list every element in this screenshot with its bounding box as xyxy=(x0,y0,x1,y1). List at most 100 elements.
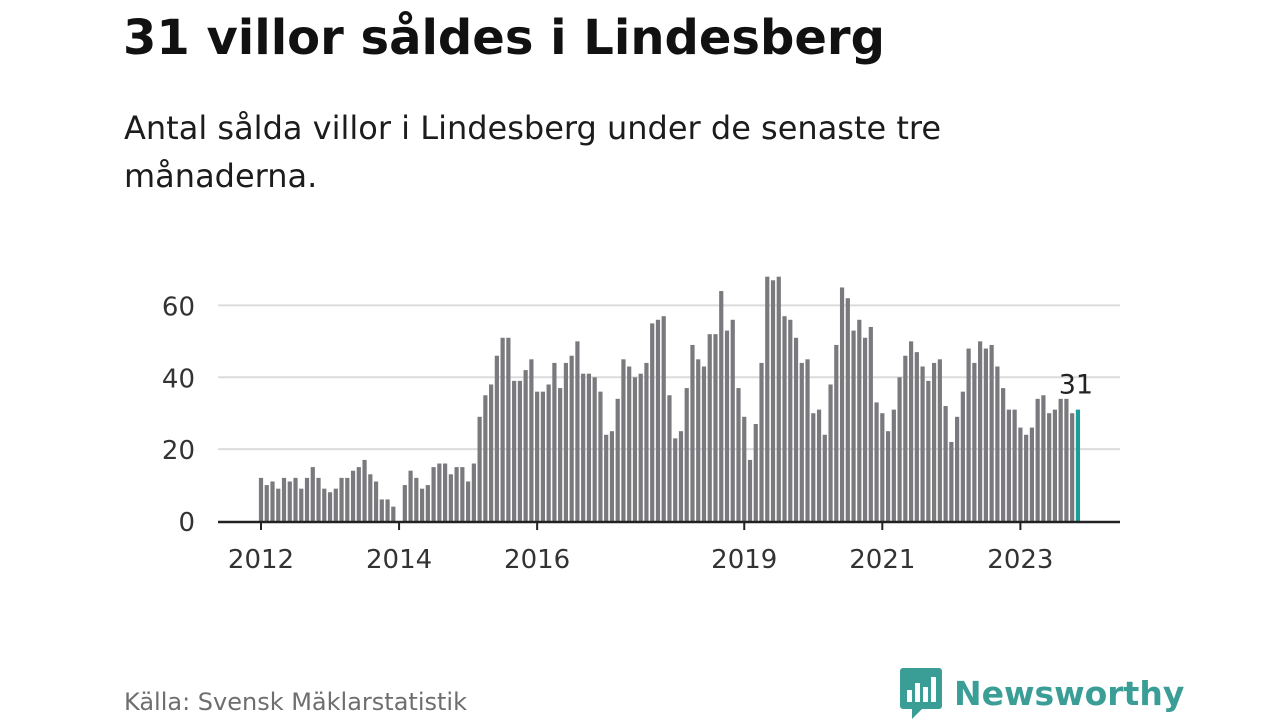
bar xyxy=(299,488,304,521)
bar xyxy=(730,319,735,521)
bar xyxy=(540,391,545,521)
newsworthy-logo[interactable]: Newsworthy xyxy=(900,668,1184,720)
bar xyxy=(908,341,914,521)
bar xyxy=(713,334,718,521)
bar xyxy=(701,366,707,521)
bar xyxy=(448,474,453,521)
bar xyxy=(466,481,471,521)
bar xyxy=(535,391,540,521)
bar xyxy=(891,409,896,521)
bar-latest xyxy=(1075,409,1081,521)
bar xyxy=(281,477,287,521)
bar xyxy=(793,337,799,521)
bar xyxy=(920,366,925,521)
bar xyxy=(868,326,873,521)
bar xyxy=(419,488,425,521)
bar xyxy=(621,359,626,521)
bar xyxy=(270,481,275,521)
bar xyxy=(454,467,459,521)
bar xyxy=(581,373,586,521)
bar xyxy=(782,316,787,521)
y-tick-label: 20 xyxy=(162,436,195,466)
bar xyxy=(258,477,264,521)
bar xyxy=(287,481,292,521)
bar xyxy=(489,384,494,521)
bar xyxy=(816,409,822,521)
bar xyxy=(483,395,488,521)
bar xyxy=(1070,413,1075,521)
bar xyxy=(972,362,977,521)
source-note: Källa: Svensk Mäklarstatistik xyxy=(124,688,467,716)
y-tick-label: 60 xyxy=(162,292,195,322)
bar xyxy=(391,506,396,521)
bar xyxy=(805,359,810,521)
labels: 0 20 40 60 2012 2014 2016 2019 2021 2023 31 xyxy=(162,292,1093,575)
bar xyxy=(1006,409,1011,521)
bar xyxy=(632,377,638,521)
bar xyxy=(776,276,781,521)
bar xyxy=(799,362,804,521)
bar xyxy=(350,470,356,521)
bar xyxy=(903,355,908,521)
bar xyxy=(1029,427,1034,521)
bar xyxy=(627,366,632,521)
bar xyxy=(345,477,350,521)
bar xyxy=(955,416,960,521)
bar xyxy=(914,352,919,521)
bar xyxy=(638,373,643,521)
bar xyxy=(609,431,615,522)
bar xyxy=(558,388,563,521)
bar xyxy=(937,359,942,521)
bar xyxy=(1018,427,1023,521)
bar xyxy=(857,319,862,521)
bar xyxy=(1052,409,1058,521)
bar xyxy=(569,355,574,521)
bar xyxy=(408,470,413,521)
latest-value-annotation: 31 xyxy=(1059,370,1093,401)
bar xyxy=(966,348,971,521)
bar xyxy=(989,344,994,521)
bar xyxy=(310,467,315,521)
bar xyxy=(575,341,580,521)
bar xyxy=(885,431,891,522)
bar xyxy=(604,434,609,521)
x-tick-label: 2012 xyxy=(228,545,294,575)
bar xyxy=(811,413,816,521)
bar xyxy=(1041,395,1046,521)
bar xyxy=(932,362,937,521)
x-tick-label: 2019 xyxy=(711,545,777,575)
bar xyxy=(862,337,868,521)
bar xyxy=(736,388,741,521)
bar xyxy=(661,316,666,521)
bar xyxy=(828,384,833,521)
bar xyxy=(742,416,747,521)
bar xyxy=(598,391,603,521)
bar xyxy=(494,355,499,521)
newsworthy-logo-icon xyxy=(900,668,942,719)
bar xyxy=(1024,434,1029,521)
bar xyxy=(523,370,528,521)
bar xyxy=(765,276,770,521)
bar xyxy=(770,280,776,521)
bar xyxy=(425,485,430,521)
bar xyxy=(845,298,850,521)
bar xyxy=(747,459,753,521)
bar xyxy=(322,488,327,521)
x-tick-label: 2023 xyxy=(987,545,1053,575)
bar xyxy=(276,488,281,521)
bar xyxy=(753,423,758,521)
bar xyxy=(615,398,620,521)
bar xyxy=(673,438,678,521)
bar xyxy=(644,362,649,521)
bar xyxy=(690,344,695,521)
bar xyxy=(678,431,684,522)
bar xyxy=(667,395,672,521)
x-tick-label: 2014 xyxy=(366,545,432,575)
bar xyxy=(373,481,379,521)
bar xyxy=(960,391,965,521)
bar xyxy=(1012,409,1017,521)
bar xyxy=(356,467,361,521)
bar xyxy=(517,380,522,521)
bar xyxy=(264,485,269,521)
bar xyxy=(983,348,988,521)
